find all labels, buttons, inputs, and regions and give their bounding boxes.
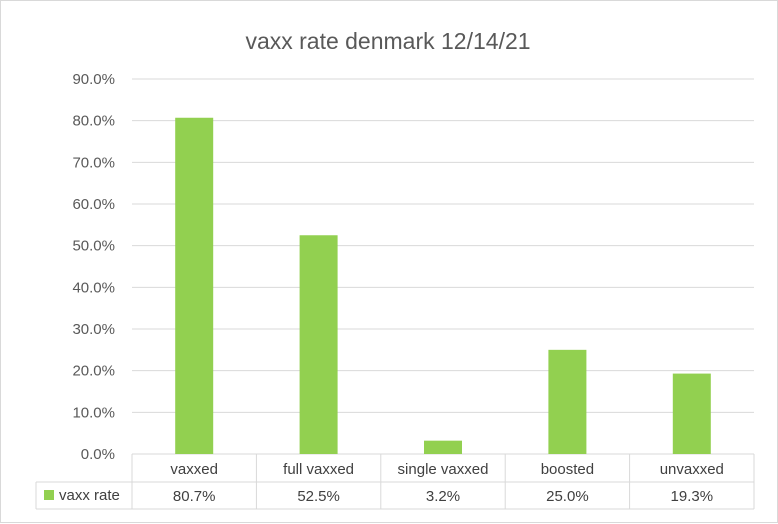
category-label: unvaxxed bbox=[660, 461, 724, 478]
y-tick-label: 10.0% bbox=[72, 404, 115, 421]
bar-full-vaxxed bbox=[299, 235, 338, 454]
data-value-label: 80.7% bbox=[173, 488, 216, 505]
data-value-label: 3.2% bbox=[426, 488, 460, 505]
category-label: full vaxxed bbox=[283, 461, 354, 478]
y-tick-label: 40.0% bbox=[72, 279, 115, 296]
data-value-label: 25.0% bbox=[546, 488, 589, 505]
bar-single-vaxxed bbox=[424, 440, 462, 454]
y-tick-label: 90.0% bbox=[72, 71, 115, 88]
data-value-label: 52.5% bbox=[297, 488, 340, 505]
y-tick-label: 60.0% bbox=[72, 196, 115, 213]
y-tick-label: 30.0% bbox=[72, 321, 115, 338]
y-tick-label: 50.0% bbox=[72, 238, 115, 255]
legend-key bbox=[44, 490, 54, 500]
legend-label: vaxx rate bbox=[59, 487, 120, 504]
y-tick-label: 70.0% bbox=[72, 154, 115, 171]
category-label: boosted bbox=[541, 461, 594, 478]
bar-boosted bbox=[548, 349, 587, 454]
category-label: single vaxxed bbox=[398, 461, 489, 478]
bar-unvaxxed bbox=[672, 373, 711, 454]
chart-title: vaxx rate denmark 12/14/21 bbox=[245, 28, 530, 54]
bar-vaxxed bbox=[175, 117, 214, 454]
gridlines bbox=[132, 78, 754, 455]
y-axis-tick-labels: 0.0% 10.0% 20.0% 30.0% 40.0% 50.0% 60.0% 70.0% 8… bbox=[72, 71, 115, 463]
category-label: vaxxed bbox=[170, 461, 218, 478]
bars bbox=[175, 117, 711, 454]
data-table: vaxxed 80.7% full vaxxed 52.5% single vaxxed… bbox=[35, 454, 755, 510]
data-value-label: 19.3% bbox=[671, 488, 714, 505]
y-tick-label: 0.0% bbox=[81, 446, 115, 463]
y-tick-label: 20.0% bbox=[72, 363, 115, 380]
y-tick-label: 80.0% bbox=[72, 113, 115, 130]
